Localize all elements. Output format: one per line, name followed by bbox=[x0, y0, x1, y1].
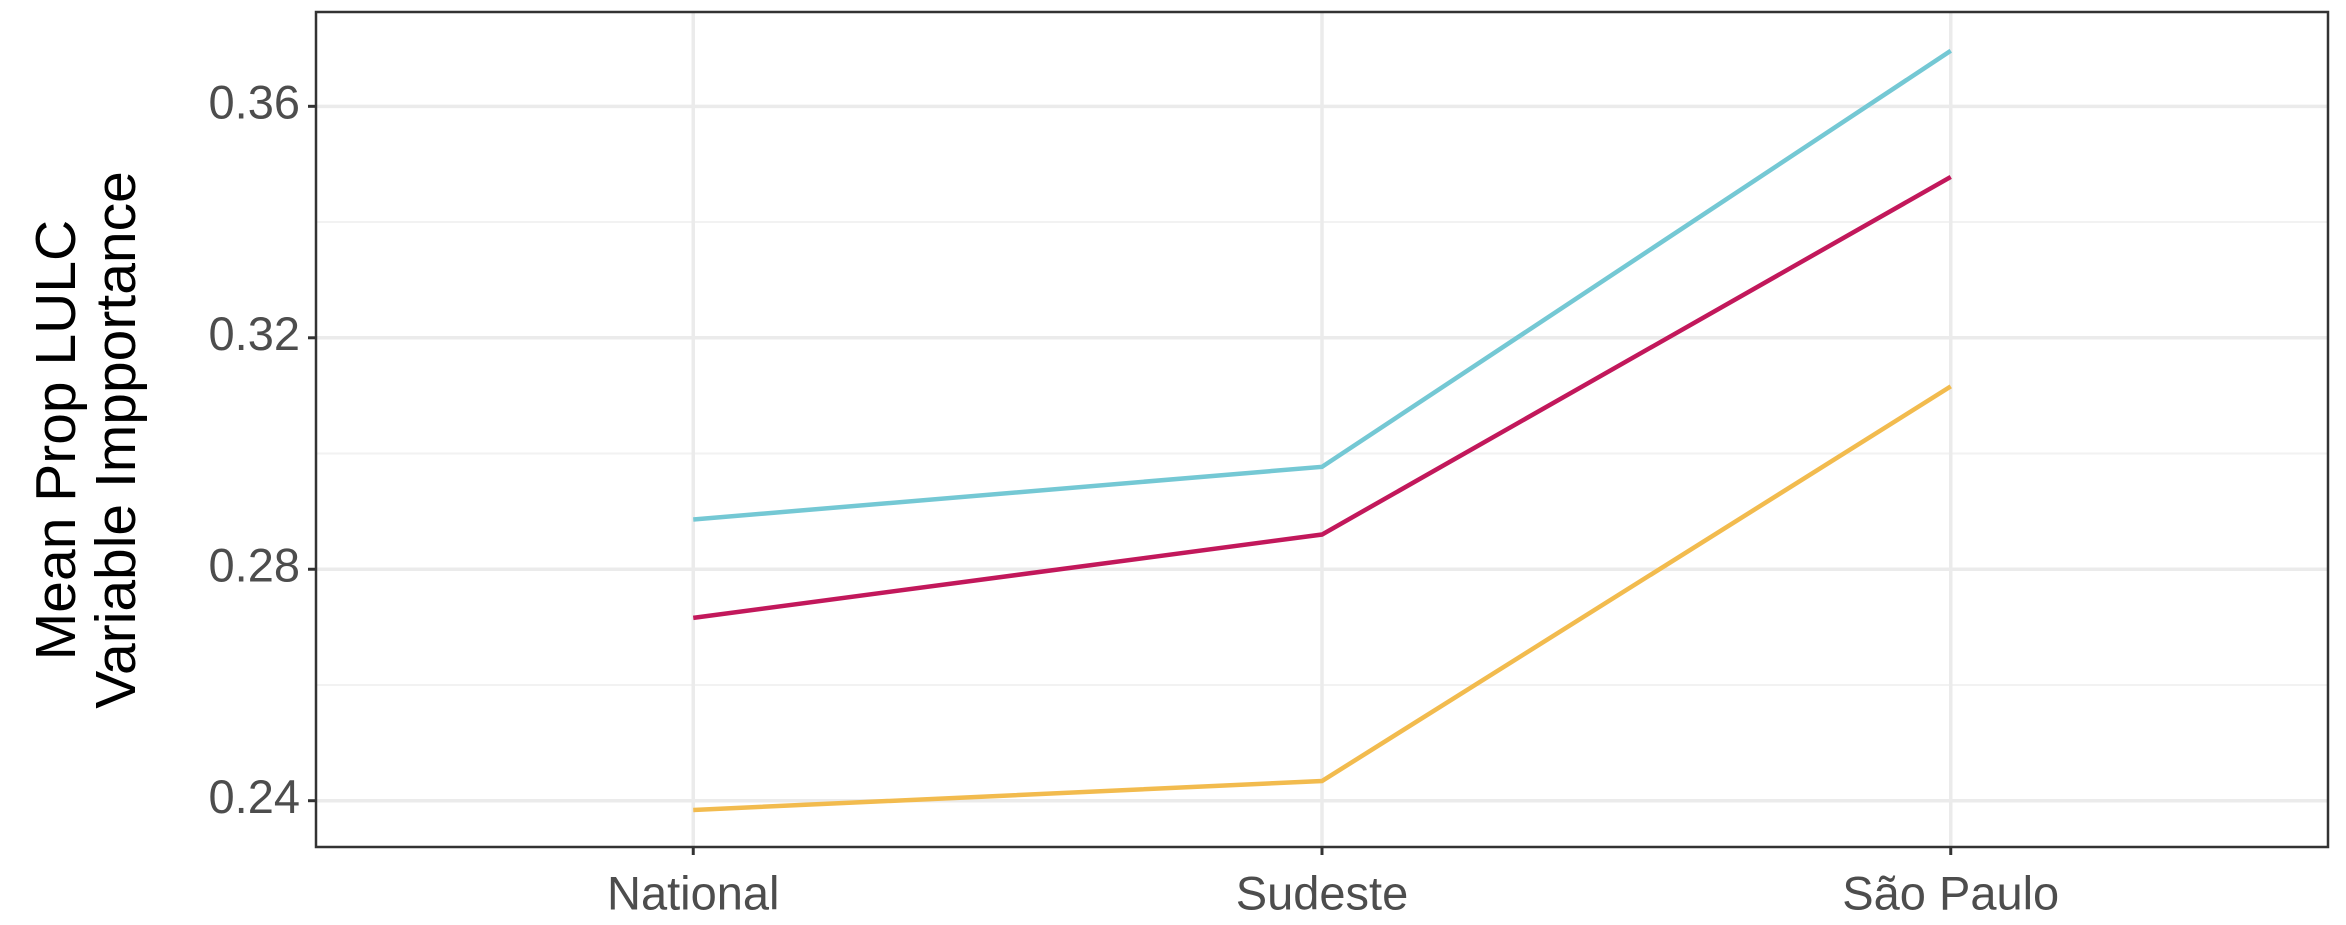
y-axis-title: Mean Prop LULC Variable Impportance bbox=[24, 171, 148, 709]
x-tick-label: São Paulo bbox=[1842, 866, 2059, 919]
y-axis-title-line: Mean Prop LULC bbox=[24, 220, 88, 660]
y-axis-title-line: Variable Impportance bbox=[84, 171, 148, 709]
y-tick-label: 0.24 bbox=[209, 770, 300, 823]
y-tick-label: 0.32 bbox=[209, 307, 300, 360]
panel-border bbox=[314, 10, 2330, 849]
series-line bbox=[693, 48, 1952, 522]
y-tick-label: 0.36 bbox=[209, 76, 300, 129]
x-tick-label: National bbox=[607, 866, 779, 919]
y-tick-label: 0.28 bbox=[209, 539, 300, 592]
series-line bbox=[692, 174, 1952, 621]
x-tick-label: Sudeste bbox=[1236, 866, 1408, 919]
series-line bbox=[693, 384, 1952, 813]
